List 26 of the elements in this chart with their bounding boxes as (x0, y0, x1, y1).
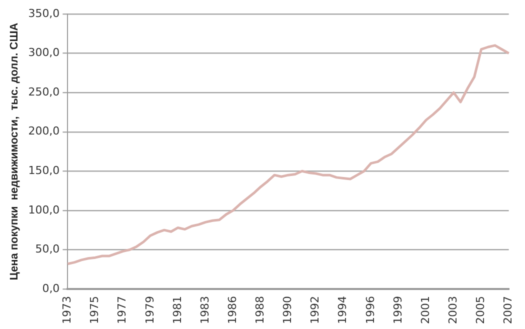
y-axis-title: Цена покупки недвижимости, тыс. долл. США (8, 22, 21, 280)
y-tick-label: 200,0 (28, 124, 60, 138)
x-tick-label: 1999 (391, 296, 404, 324)
x-tick-label: 1979 (143, 296, 156, 324)
y-tick-label: 100,0 (28, 203, 60, 216)
y-tick-label: 300,0 (28, 46, 60, 60)
x-tick-label: 1975 (88, 296, 102, 324)
y-tick-label: 0,0 (42, 282, 60, 295)
y-tick-label: 150,0 (28, 164, 60, 178)
x-tick-label: 1986 (226, 296, 239, 324)
x-tick-label: 2001 (418, 296, 432, 324)
x-tick-label: 2003 (446, 296, 460, 324)
y-tick-label: 250,0 (28, 85, 60, 98)
x-tick-label: 1990 (281, 296, 294, 324)
x-tick-label: 1981 (170, 296, 184, 324)
x-tick-label: 1983 (198, 296, 212, 324)
x-tick-label: 1996 (364, 296, 377, 324)
y-tick-label: 350,0 (28, 6, 60, 20)
x-tick-label: 1988 (254, 296, 267, 324)
x-tick-label: 1977 (116, 296, 129, 324)
x-tick-label: 1973 (60, 296, 74, 324)
x-tick-label: 2005 (474, 296, 488, 324)
y-tick-label: 50,0 (35, 242, 60, 256)
x-tick-label: 2007 (502, 296, 515, 324)
x-tick-label: 1992 (308, 296, 322, 324)
x-tick-label: 1994 (336, 296, 350, 324)
